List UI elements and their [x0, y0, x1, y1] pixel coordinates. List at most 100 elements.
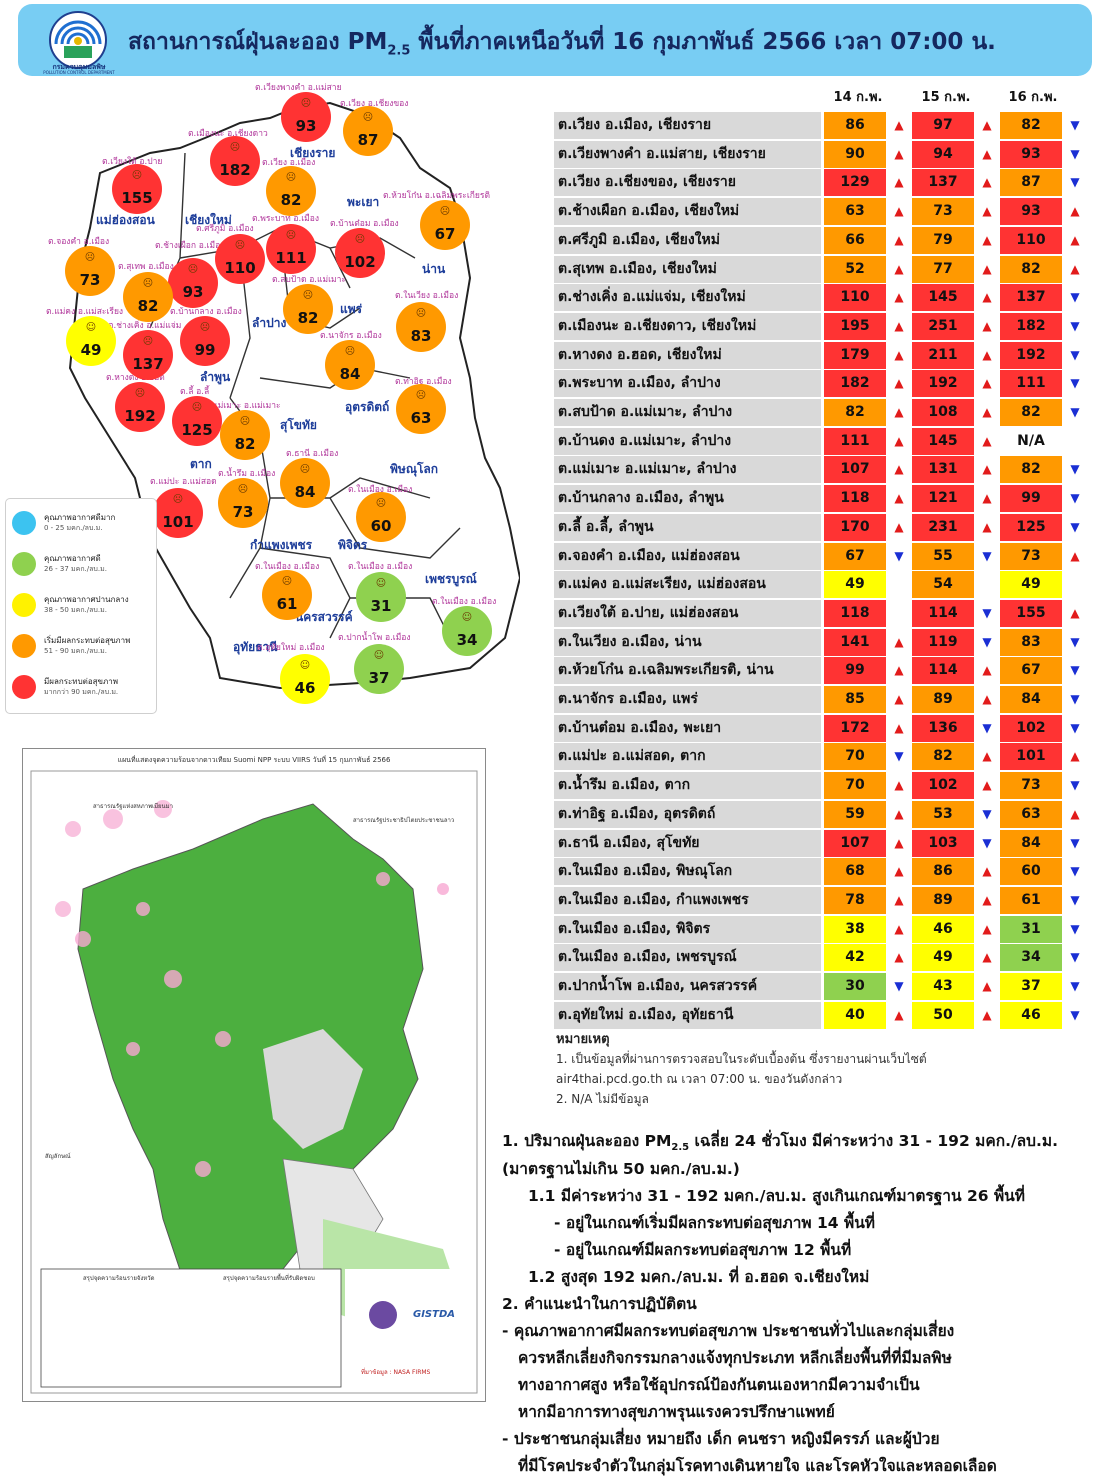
pm25-value-cell: 99	[1000, 485, 1062, 513]
arrow-down-icon: ▼	[1070, 175, 1080, 190]
pcd-logo-icon	[49, 11, 107, 69]
arrow-up-icon: ▲	[894, 663, 904, 678]
arrow-up-icon: ▲	[1070, 806, 1080, 821]
summary-line: - คุณภาพอากาศมีผลกระทบต่อสุขภาพ ประชาชนท…	[502, 1322, 955, 1340]
pm25-value-cell: 182	[824, 370, 886, 398]
symbol-legend-title: สัญลักษณ์	[45, 1153, 71, 1160]
arrow-up-icon: ▲	[1070, 605, 1080, 620]
pm25-value-cell: 46	[912, 915, 974, 943]
station-name: ต.ช่างเคิ่ง อ.แม่แจ่ม, เชียงใหม่	[554, 284, 821, 312]
arrow-up-icon: ▲	[982, 692, 992, 706]
pm25-value-cell: 111	[1000, 370, 1062, 398]
pm25-bubble: ☹ 102	[335, 228, 385, 278]
province-label: แม่ฮ่องสอน	[96, 213, 155, 227]
sad-face-icon: ☹	[281, 576, 293, 587]
arrow-up-icon: ▲	[982, 405, 992, 419]
table-row: ต.ปากน้ำโพ อ.เมือง, นครสวรรค์ 30 ▼ 43 ▲ 37 ▼	[554, 973, 1090, 1000]
pm25-value-cell: 93	[1000, 140, 1062, 168]
sad-face-icon: ☹	[142, 278, 154, 289]
pm25-value-cell: 110	[824, 284, 886, 312]
table-row: ต.นาจักร อ.เมือง, แพร่ 85 ▲ 89 ▲ 84 ▼	[554, 686, 1090, 713]
province-label: แพร่	[340, 302, 363, 316]
pm25-value-cell: 86	[912, 858, 974, 886]
arrow-down-icon: ▼	[1070, 692, 1080, 706]
station-name: ต.สบป้าด อ.แม่เมาะ, ลำปาง	[554, 399, 821, 426]
arrow-down-icon: ▼	[1070, 376, 1080, 391]
station-name: ต.เวียง อ.เชียงของ, เชียงราย	[554, 169, 821, 197]
pm25-value-cell: 42	[824, 944, 886, 972]
station-label: ต.ในเวียง อ.เมือง	[395, 291, 459, 301]
pm25-value-cell: 50	[912, 1001, 974, 1029]
summary-line: หากมีอาการทางสุขภาพรุนแรงควรปรึกษาแพทย์	[518, 1403, 835, 1421]
province-label: ลำปาง	[252, 316, 287, 330]
table-row: ต.เวียงใต้ อ.ปาย, แม่ฮ่องสอน 118 114 ▼ 155 ▲	[554, 599, 1090, 627]
sad-face-icon: ☹	[237, 484, 249, 495]
station-name: ต.ปากน้ำโพ อ.เมือง, นครสวรรค์	[554, 973, 821, 1000]
station-label: ต.ช่างเคิ่ง อ.แม่แจ่ม	[108, 321, 182, 331]
pm25-value-cell: 70	[824, 743, 886, 771]
pm25-bubble: ☹ 61	[262, 570, 312, 620]
table-row: ต.สบป้าด อ.แม่เมาะ, ลำปาง 82 ▲ 108 ▲ 82 ▼	[554, 399, 1090, 426]
table-row: ต.ในเมือง อ.เมือง, พิษณุโลก 68 ▲ 86 ▲ 60 ▼	[554, 858, 1090, 886]
pm25-value-cell: 73	[912, 198, 974, 226]
satellite-map-title: แผนที่แสดงจุดความร้อนจากดาวเทียม Suomi N…	[117, 756, 391, 764]
table-row: ต.น้ำรึม อ.เมือง, ตาก 70 ▲ 102 ▲ 73 ▼	[554, 772, 1090, 800]
table-row: ต.ในเมือง อ.เมือง, เพชรบูรณ์ 42 ▲ 49 ▲ 34 ▼	[554, 944, 1090, 972]
station-label: ต.นาจักร อ.เมือง	[320, 331, 382, 341]
station-name: ต.บ้านกลาง อ.เมือง, ลำพูน	[554, 485, 821, 513]
note-line: 1. เป็นข้อมูลที่ผ่านการตรวจสอบในระดับเบื…	[556, 1052, 927, 1066]
province-label: พิจิตร	[338, 538, 368, 552]
station-label: ต.แม่ปะ อ.แม่สอด	[150, 477, 217, 487]
pm25-value-cell: 118	[824, 599, 886, 627]
pm25-bubble: ☹ 93	[281, 92, 331, 142]
arrow-down-icon: ▼	[1070, 921, 1080, 936]
pm25-value-cell: 172	[824, 714, 886, 742]
arrow-down-icon: ▼	[1070, 519, 1080, 534]
arrow-up-icon: ▲	[982, 519, 992, 534]
pm25-value-cell: 49	[824, 571, 886, 599]
pm25-value-cell: 82	[824, 399, 886, 426]
station-label: ต.ในเมือง อ.เมือง	[348, 562, 413, 572]
pm25-value-cell: 103	[912, 829, 974, 857]
pm25-value-cell: 136	[912, 714, 974, 742]
pm25-value-cell: 114	[912, 657, 974, 685]
pm25-value-cell: 118	[824, 485, 886, 513]
pm25-bubble: ☹ 82	[283, 284, 333, 334]
pm25-bubble: ☹ 93	[168, 258, 218, 308]
table-row: ต.แม่คง อ.แม่สะเรียง, แม่ฮ่องสอน 49 54 49	[554, 571, 1090, 599]
station-label: ต.แม่คง อ.แม่สะเรียง	[46, 307, 124, 317]
table-row: ต.แม่ปะ อ.แม่สอด, ตาก 70 ▼ 82 ▲ 101 ▲	[554, 743, 1090, 771]
pm25-bubble: ☹ 73	[65, 246, 115, 296]
arrow-up-icon: ▲	[982, 347, 992, 362]
station-label: ต.เวียงพางคำ อ.แม่สาย	[255, 83, 342, 93]
header-banner: กรมควบคุมมลพิษ POLLUTION CONTROL DEPARTM…	[18, 4, 1092, 76]
arrow-none	[887, 600, 911, 627]
pm25-value-cell: 55	[912, 542, 974, 570]
arrow-down-icon: ▼	[982, 634, 992, 649]
station-name: ต.บ้านต๋อม อ.เมือง, พะเยา	[554, 714, 821, 742]
pm25-value-cell: 145	[912, 284, 974, 312]
arrow-up-icon: ▲	[1070, 261, 1080, 276]
pm25-value-cell: 73	[1000, 772, 1062, 800]
pm25-value-cell: 107	[824, 456, 886, 484]
province-label: เชียงใหม่	[185, 213, 232, 227]
station-label: ต.ในเมือง อ.เมือง	[255, 562, 320, 572]
station-name: ต.แม่คง อ.แม่สะเรียง, แม่ฮ่องสอน	[554, 571, 821, 599]
arrow-up-icon: ▲	[982, 950, 992, 965]
label-laos: สาธารณรัฐประชาธิปไตยประชาชนลาว	[353, 817, 455, 824]
station-name: ต.ในเมือง อ.เมือง, พิจิตร	[554, 915, 821, 943]
sad-face-icon: ☹	[191, 402, 203, 413]
pm25-bubble: ☹ 110	[215, 234, 265, 284]
summary-line: - ประชาชนกลุ่มเสี่ยง หมายถึง เด็ก คนชรา …	[502, 1430, 940, 1448]
sad-face-icon: ☹	[415, 390, 427, 401]
province-label: เพชรบูรณ์	[425, 572, 477, 586]
arrow-up-icon: ▲	[894, 720, 904, 735]
sad-face-icon: ☹	[234, 240, 246, 251]
table-row: ต.บ้านดง อ.แม่เมาะ, ลำปาง 111 ▲ 145 ▲ N/A	[554, 427, 1090, 455]
pm25-bubble: ☹ 101	[153, 488, 203, 538]
arrow-up-icon: ▲	[894, 462, 904, 477]
arrow-down-icon: ▼	[1070, 146, 1080, 161]
arrow-down-icon: ▼	[1070, 491, 1080, 506]
arrow-up-icon: ▲	[982, 864, 992, 879]
arrow-down-icon: ▼	[1070, 864, 1080, 879]
